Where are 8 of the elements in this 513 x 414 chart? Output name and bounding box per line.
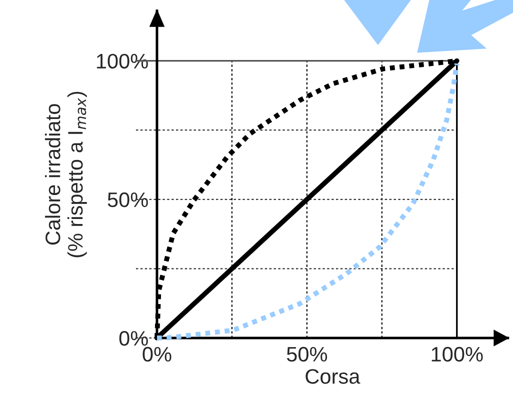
x-tick-label: 50% [286, 346, 328, 362]
y-tick-label: 50% [108, 192, 148, 208]
y-tick-label: 100% [96, 54, 148, 69]
y-axis-title: Calore irradiato (% rispetto a I$_{max}$) [44, 92, 87, 258]
x-tick-label: 100% [432, 346, 483, 362]
y-tick-label: 0% [119, 330, 148, 346]
x-axis-title: Corsa [306, 369, 360, 384]
x-tick-label: 0% [142, 346, 172, 362]
